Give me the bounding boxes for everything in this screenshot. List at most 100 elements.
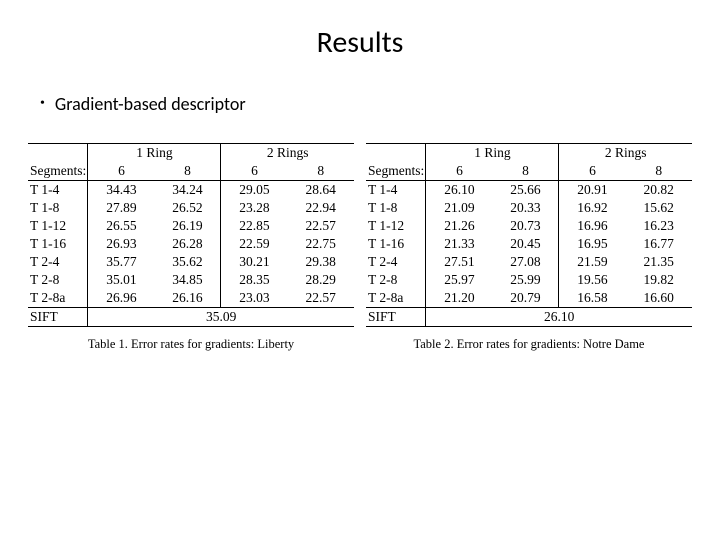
cell: 20.45 (492, 235, 559, 253)
cell: 20.79 (492, 289, 559, 308)
cell: 26.28 (154, 235, 221, 253)
cell: 21.20 (426, 289, 493, 308)
row-label: T 1-4 (28, 181, 88, 200)
table-row: T 1-16 21.33 20.45 16.95 16.77 (366, 235, 692, 253)
cell: 16.96 (559, 217, 626, 235)
table-notredame-table: 1 Ring 2 Rings Segments: 6 8 6 8 T 1-4 2… (366, 143, 692, 327)
table-row: Segments: 6 8 6 8 (366, 162, 692, 181)
col-8: 8 (492, 162, 559, 181)
cell: 22.94 (287, 199, 354, 217)
row-label: T 2-8a (366, 289, 426, 308)
cell: 15.62 (625, 199, 692, 217)
bullet-icon: • (40, 96, 45, 112)
cell: 25.97 (426, 271, 493, 289)
segments-label: Segments: (366, 162, 426, 181)
col-6b: 6 (559, 162, 626, 181)
sift-value: 26.10 (426, 308, 692, 327)
tables-container: 1 Ring 2 Rings Segments: 6 8 6 8 T 1-4 3… (28, 143, 692, 352)
sift-label: SIFT (366, 308, 426, 327)
cell-blank (366, 144, 426, 163)
slide: Results • Gradient-based descriptor 1 Ri… (0, 0, 720, 540)
table-row-sift: SIFT 26.10 (366, 308, 692, 327)
row-label: T 1-8 (366, 199, 426, 217)
col-group-2rings: 2 Rings (221, 144, 354, 163)
table-row: T 2-8 35.01 34.85 28.35 28.29 (28, 271, 354, 289)
col-6: 6 (426, 162, 493, 181)
table-liberty-table: 1 Ring 2 Rings Segments: 6 8 6 8 T 1-4 3… (28, 143, 354, 327)
cell: 26.96 (88, 289, 155, 308)
cell: 22.85 (221, 217, 288, 235)
table-liberty: 1 Ring 2 Rings Segments: 6 8 6 8 T 1-4 3… (28, 143, 354, 352)
table-row: Segments: 6 8 6 8 (28, 162, 354, 181)
table-caption: Table 1. Error rates for gradients: Libe… (28, 337, 354, 352)
cell: 35.01 (88, 271, 155, 289)
cell: 23.03 (221, 289, 288, 308)
cell: 35.77 (88, 253, 155, 271)
cell: 21.59 (559, 253, 626, 271)
row-label: T 2-4 (366, 253, 426, 271)
cell: 21.09 (426, 199, 493, 217)
col-6: 6 (88, 162, 155, 181)
cell: 21.26 (426, 217, 493, 235)
cell: 21.35 (625, 253, 692, 271)
cell: 20.91 (559, 181, 626, 200)
segments-label: Segments: (28, 162, 88, 181)
table-row: T 1-16 26.93 26.28 22.59 22.75 (28, 235, 354, 253)
table-row: T 2-8a 26.96 26.16 23.03 22.57 (28, 289, 354, 308)
cell: 16.92 (559, 199, 626, 217)
cell: 28.35 (221, 271, 288, 289)
cell: 20.33 (492, 199, 559, 217)
table-notredame: 1 Ring 2 Rings Segments: 6 8 6 8 T 1-4 2… (366, 143, 692, 352)
cell: 26.10 (426, 181, 493, 200)
cell: 16.23 (625, 217, 692, 235)
cell: 27.08 (492, 253, 559, 271)
row-label: T 1-16 (28, 235, 88, 253)
table-row: T 2-8a 21.20 20.79 16.58 16.60 (366, 289, 692, 308)
col-group-1ring: 1 Ring (88, 144, 221, 163)
cell: 26.52 (154, 199, 221, 217)
table-row: 1 Ring 2 Rings (28, 144, 354, 163)
table-row: T 1-4 34.43 34.24 29.05 28.64 (28, 181, 354, 200)
table-row: T 1-8 27.89 26.52 23.28 22.94 (28, 199, 354, 217)
table-row: T 2-4 27.51 27.08 21.59 21.35 (366, 253, 692, 271)
row-label: T 2-8a (28, 289, 88, 308)
cell: 27.51 (426, 253, 493, 271)
cell: 16.77 (625, 235, 692, 253)
sift-label: SIFT (28, 308, 88, 327)
table-row: T 1-8 21.09 20.33 16.92 15.62 (366, 199, 692, 217)
table-row: T 2-8 25.97 25.99 19.56 19.82 (366, 271, 692, 289)
cell: 34.43 (88, 181, 155, 200)
row-label: T 1-12 (366, 217, 426, 235)
row-label: T 2-8 (28, 271, 88, 289)
col-8b: 8 (287, 162, 354, 181)
cell: 16.95 (559, 235, 626, 253)
cell: 29.05 (221, 181, 288, 200)
table-row: T 1-4 26.10 25.66 20.91 20.82 (366, 181, 692, 200)
row-label: T 1-8 (28, 199, 88, 217)
cell: 19.56 (559, 271, 626, 289)
cell: 25.99 (492, 271, 559, 289)
cell: 35.62 (154, 253, 221, 271)
table-row: 1 Ring 2 Rings (366, 144, 692, 163)
col-8: 8 (154, 162, 221, 181)
cell: 21.33 (426, 235, 493, 253)
table-row-sift: SIFT 35.09 (28, 308, 354, 327)
cell: 20.82 (625, 181, 692, 200)
col-6b: 6 (221, 162, 288, 181)
cell-blank (28, 144, 88, 163)
col-group-2rings: 2 Rings (559, 144, 692, 163)
cell: 26.16 (154, 289, 221, 308)
bullet-text: Gradient-based descriptor (55, 93, 246, 115)
slide-title: Results (28, 24, 692, 61)
table-caption: Table 2. Error rates for gradients: Notr… (366, 337, 692, 352)
cell: 16.60 (625, 289, 692, 308)
row-label: T 2-4 (28, 253, 88, 271)
cell: 28.29 (287, 271, 354, 289)
cell: 26.19 (154, 217, 221, 235)
col-8b: 8 (625, 162, 692, 181)
cell: 22.75 (287, 235, 354, 253)
cell: 29.38 (287, 253, 354, 271)
cell: 28.64 (287, 181, 354, 200)
table-row: T 1-12 21.26 20.73 16.96 16.23 (366, 217, 692, 235)
cell: 34.85 (154, 271, 221, 289)
